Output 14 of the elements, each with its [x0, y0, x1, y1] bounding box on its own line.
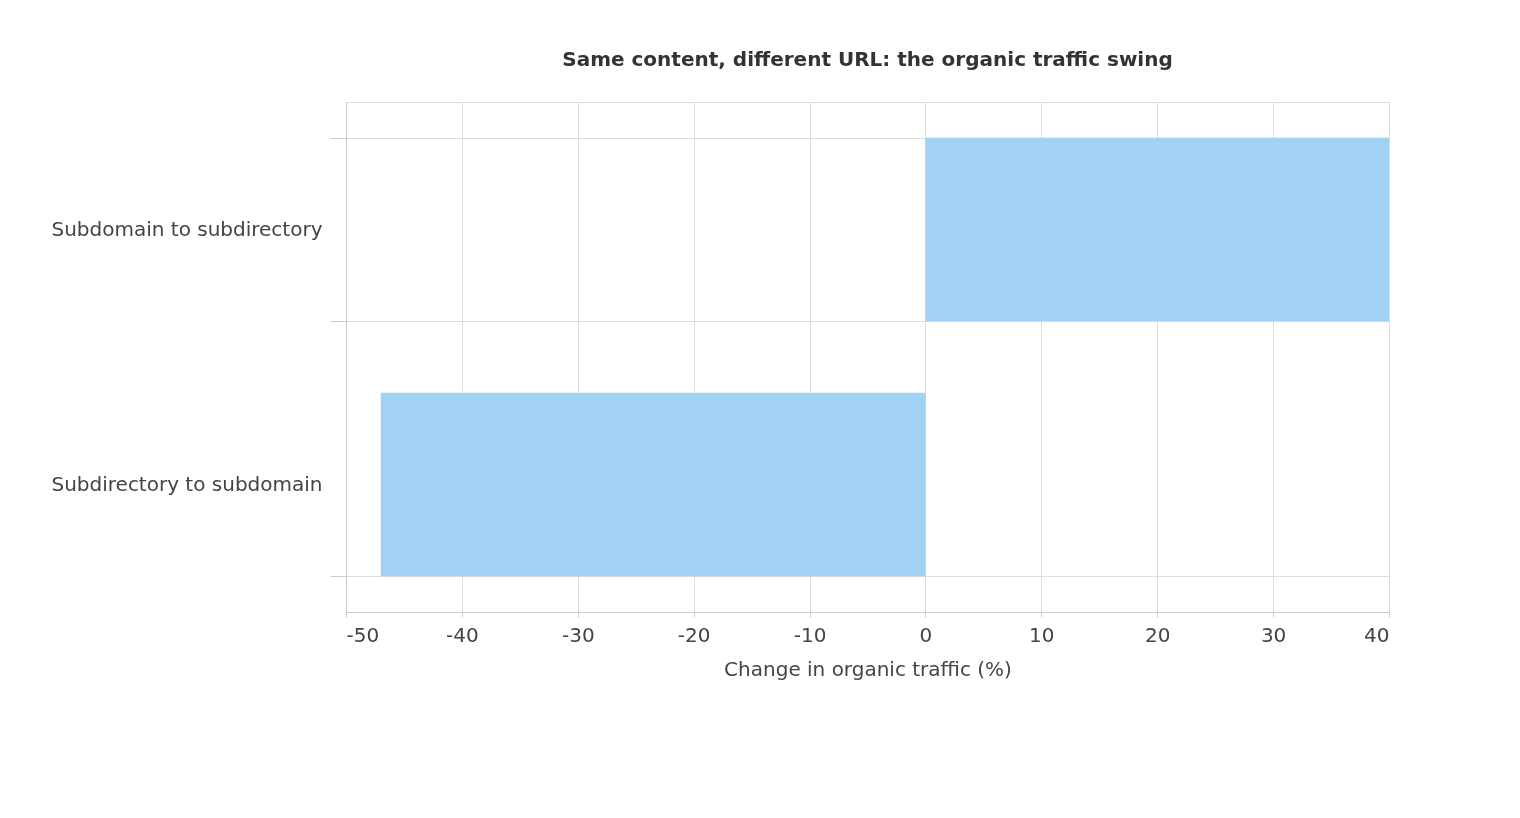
x-tick-label: -10	[793, 622, 827, 647]
x-tick-label: 40	[1364, 622, 1390, 647]
y-tick-label: Subdirectory to subdomain	[51, 472, 323, 496]
x-tick-label: 30	[1260, 622, 1287, 647]
x-tick-label: -40	[446, 622, 479, 647]
x-tick-label: 10	[1029, 622, 1055, 647]
chart-title: Same content, different URL: the organic traffic swing	[562, 47, 1173, 71]
x-tick-label: -30	[561, 622, 595, 647]
x-tick-label: -20	[677, 622, 711, 647]
x-axis-title: Change in organic traffic (%)	[724, 656, 1012, 681]
x-tick-label: 0	[919, 622, 933, 647]
x-tick-label: -50	[346, 622, 380, 647]
y-tick-label: Subdomain to subdirectory	[51, 217, 323, 241]
x-tick-label: 20	[1145, 622, 1171, 647]
